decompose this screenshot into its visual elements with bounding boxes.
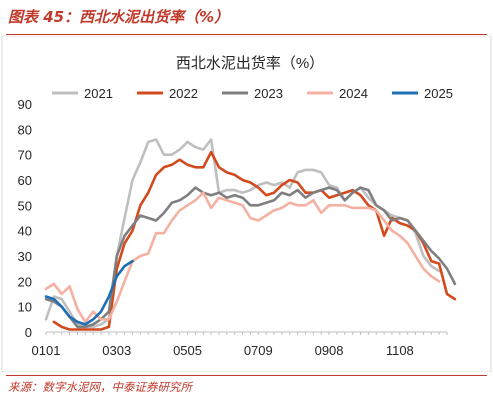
series-line-2023 [44,186,457,329]
legend-label-2024: 2024 [339,86,368,101]
series-lines [44,138,457,331]
legend: 2021 2022 2023 2024 2025 [52,86,453,101]
line-chart: 西北水泥出货率（%） 2021 2022 2023 2024 2025 0 10 20 30 4… [1,36,492,372]
y-tick-label: 10 [18,300,32,315]
y-tick-label: 0 [25,325,32,340]
y-tick-label: 30 [18,249,32,264]
y-tick-label: 90 [18,97,32,112]
chart-title: 西北水泥出货率（%） [176,55,324,72]
y-tick-label: 70 [18,148,32,163]
legend-label-2022: 2022 [169,86,198,101]
y-tick-label: 60 [18,173,32,188]
source-rule [6,375,487,376]
series-line-2025 [44,259,134,326]
title-rule [6,34,487,35]
y-tick-label: 40 [18,224,32,239]
source-note: 来源：数字水泥网，中泰证券研究所 [8,380,192,394]
x-tick-label: 0303 [102,343,131,358]
x-axis: 0101 0303 0505 0709 0908 1108 [32,331,448,358]
legend-label-2021: 2021 [84,86,113,101]
figure-title: 图表 45：西北水泥出货率（%） [8,8,230,26]
x-tick-label: 0101 [32,343,61,358]
y-tick-label: 50 [18,198,32,213]
legend-label-2023: 2023 [254,86,283,101]
y-axis: 0 10 20 30 40 50 60 70 80 90 [18,97,32,340]
legend-label-2025: 2025 [424,86,453,101]
x-tick-label: 1108 [386,343,414,358]
series-line-2024 [44,191,441,324]
y-tick-label: 20 [18,274,32,289]
x-tick-label: 0505 [173,343,202,358]
x-tick-label: 0908 [315,343,344,358]
y-tick-label: 80 [18,122,32,137]
x-tick-label: 0709 [244,343,273,358]
